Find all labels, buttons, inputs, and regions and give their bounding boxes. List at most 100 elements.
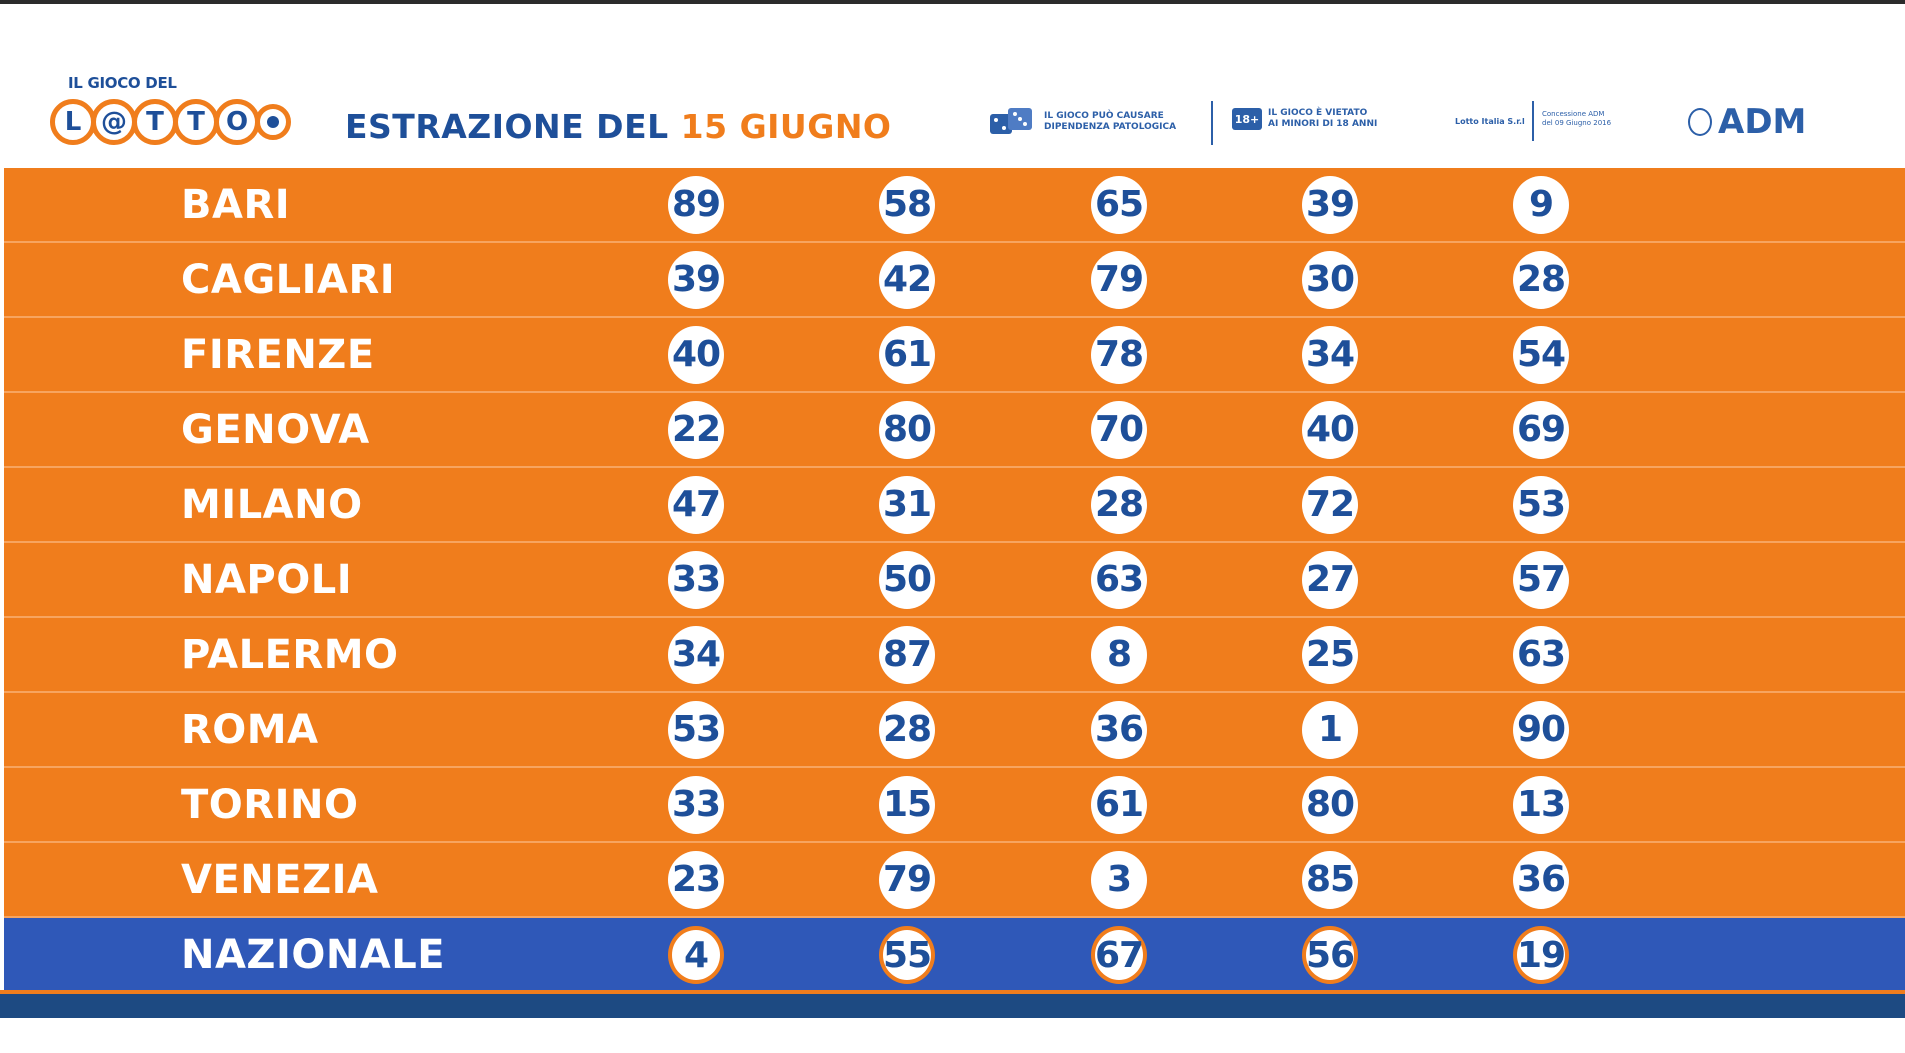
number-ball: 85 — [1302, 850, 1358, 909]
number-ball: 9 — [1513, 175, 1569, 234]
number-ball: 13 — [1513, 775, 1569, 834]
number-ball: 57 — [1513, 550, 1569, 609]
concession-line1: Concessione ADM — [1542, 110, 1605, 118]
number-ball: 80 — [1302, 775, 1358, 834]
result-row: TORINO 33 15 61 80 13 — [4, 768, 1905, 843]
result-row: GENOVA 22 80 70 40 69 — [4, 393, 1905, 468]
result-row: NAPOLI 33 50 63 27 57 — [4, 543, 1905, 618]
wheel-name: NAZIONALE — [181, 932, 446, 978]
number-ball: 28 — [1091, 475, 1147, 534]
results-table: BARI 89 58 65 39 9 CAGLIARI 39 42 79 30 28 FIRENZE 40… — [4, 168, 1905, 992]
header-divider — [1532, 101, 1534, 141]
number-ball: 69 — [1513, 400, 1569, 459]
wheel-name: FIRENZE — [181, 331, 375, 378]
wheel-name: PALERMO — [181, 631, 399, 678]
number-ball: 3 — [1091, 850, 1147, 909]
footer-white — [0, 1018, 1905, 1053]
wheel-name: ROMA — [181, 706, 319, 753]
number-ball: 40 — [668, 325, 724, 384]
number-ball: 89 — [668, 175, 724, 234]
dice-icon — [988, 104, 1038, 140]
logo-dot-icon — [255, 104, 291, 140]
addiction-notice-line1: IL GIOCO PUÒ CAUSARE — [1044, 111, 1164, 121]
number-ball: 61 — [1091, 775, 1147, 834]
number-ball: 39 — [668, 250, 724, 309]
adm-text: ADM — [1718, 102, 1807, 142]
number-ball: 61 — [879, 325, 935, 384]
number-ball: 15 — [879, 775, 935, 834]
number-ball: 1 — [1302, 700, 1358, 759]
number-ball: 22 — [668, 400, 724, 459]
number-ball: 23 — [668, 850, 724, 909]
number-ball: 39 — [1302, 175, 1358, 234]
logo-letter: T — [173, 99, 219, 145]
number-ball: 8 — [1091, 625, 1147, 684]
top-border — [0, 0, 1905, 4]
number-ball: 40 — [1302, 400, 1358, 459]
wheel-name: MILANO — [181, 481, 363, 528]
number-ball: 42 — [879, 250, 935, 309]
logo-letter: L — [50, 99, 96, 145]
number-ball: 25 — [1302, 625, 1358, 684]
age-restriction-icon: 18+ — [1232, 108, 1262, 130]
result-row: VENEZIA 23 79 3 85 36 — [4, 843, 1905, 918]
wheel-name: VENEZIA — [181, 856, 379, 903]
number-ball: 36 — [1513, 850, 1569, 909]
header-divider — [1211, 101, 1213, 145]
number-ball: 33 — [668, 550, 724, 609]
number-ball: 31 — [879, 475, 935, 534]
number-ball: 19 — [1513, 926, 1569, 984]
result-row: BARI 89 58 65 39 9 — [4, 168, 1905, 243]
number-ball: 4 — [668, 926, 724, 984]
draw-title-prefix: ESTRAZIONE DEL — [345, 107, 669, 146]
concession-text: Concessione ADM del 09 Giugno 2016 — [1542, 110, 1611, 128]
number-ball: 72 — [1302, 475, 1358, 534]
minors-notice: 18+ IL GIOCO È VIETATO AI MINORI DI 18 A… — [1232, 108, 1377, 130]
draw-title: ESTRAZIONE DEL 15 GIUGNO — [345, 107, 892, 146]
header: IL GIOCO DEL L @ T T O ESTRAZIONE DEL 15… — [0, 4, 1905, 168]
number-ball: 53 — [668, 700, 724, 759]
wheel-name: TORINO — [181, 781, 359, 828]
wheel-name: BARI — [181, 181, 291, 228]
draw-date: 15 GIUGNO — [680, 107, 892, 146]
number-ball: 33 — [668, 775, 724, 834]
result-row: FIRENZE 40 61 78 34 54 — [4, 318, 1905, 393]
wheel-name: GENOVA — [181, 406, 370, 453]
number-ball: 56 — [1302, 926, 1358, 984]
adm-emblem-icon — [1688, 108, 1712, 136]
number-ball: 79 — [1091, 250, 1147, 309]
footer-blue-band — [0, 994, 1905, 1018]
number-ball: 70 — [1091, 400, 1147, 459]
addiction-notice: IL GIOCO PUÒ CAUSARE DIPENDENZA PATOLOGI… — [988, 104, 1176, 140]
operator-text: Lotto Italia S.r.l — [1455, 117, 1525, 126]
wheel-name: CAGLIARI — [181, 256, 396, 303]
logo-letter: @ — [91, 99, 137, 145]
result-row: CAGLIARI 39 42 79 30 28 — [4, 243, 1905, 318]
number-ball: 50 — [879, 550, 935, 609]
result-row: NAZIONALE 4 55 67 56 19 — [4, 918, 1905, 992]
number-ball: 28 — [879, 700, 935, 759]
addiction-notice-line2: DIPENDENZA PATOLOGICA — [1044, 122, 1177, 132]
number-ball: 55 — [879, 926, 935, 984]
number-ball: 67 — [1091, 926, 1147, 984]
number-ball: 63 — [1091, 550, 1147, 609]
logo-letters: L @ T T O — [50, 99, 291, 145]
number-ball: 34 — [1302, 325, 1358, 384]
number-ball: 63 — [1513, 625, 1569, 684]
number-ball: 58 — [879, 175, 935, 234]
minors-notice-line2: AI MINORI DI 18 ANNI — [1268, 119, 1378, 129]
number-ball: 54 — [1513, 325, 1569, 384]
lotto-logo: IL GIOCO DEL L @ T T O — [50, 74, 291, 154]
number-ball: 90 — [1513, 700, 1569, 759]
logo-letter: O — [214, 99, 260, 145]
result-row: MILANO 47 31 28 72 53 — [4, 468, 1905, 543]
number-ball: 47 — [668, 475, 724, 534]
adm-logo: ADM — [1688, 102, 1806, 142]
logo-letter: T — [132, 99, 178, 145]
number-ball: 78 — [1091, 325, 1147, 384]
number-ball: 65 — [1091, 175, 1147, 234]
number-ball: 79 — [879, 850, 935, 909]
number-ball: 53 — [1513, 475, 1569, 534]
result-row: PALERMO 34 87 8 25 63 — [4, 618, 1905, 693]
number-ball: 34 — [668, 625, 724, 684]
